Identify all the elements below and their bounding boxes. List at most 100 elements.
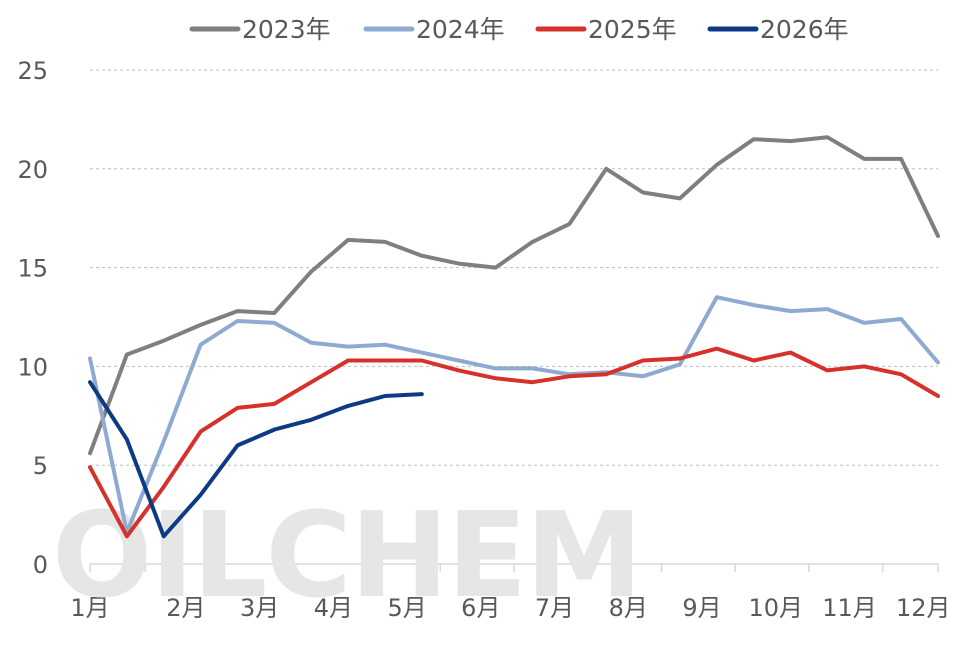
data-point <box>899 157 903 161</box>
data-point <box>494 266 498 270</box>
data-point <box>236 309 239 313</box>
x-tick-label: 11月 <box>822 594 877 622</box>
data-point <box>199 493 203 497</box>
data-point <box>604 372 608 376</box>
data-point <box>272 402 276 406</box>
data-point <box>346 238 350 242</box>
data-point <box>678 196 682 200</box>
data-point <box>752 359 756 362</box>
data-point <box>88 465 92 469</box>
x-tick-label: 7月 <box>535 594 574 622</box>
watermark-logo: OILCHEM <box>52 486 641 624</box>
data-point <box>899 317 903 321</box>
x-tick-label: 4月 <box>314 594 353 622</box>
data-point <box>715 163 719 167</box>
data-point <box>383 359 387 362</box>
data-point <box>309 380 313 384</box>
data-point <box>825 368 829 372</box>
data-point <box>936 394 940 398</box>
x-tick-label: 3月 <box>240 594 279 622</box>
x-tick-label: 1月 <box>70 594 109 622</box>
x-tick-label: 5月 <box>387 594 426 622</box>
data-point <box>346 345 350 349</box>
data-point <box>862 321 866 325</box>
data-point <box>494 366 498 370</box>
data-point <box>88 357 92 360</box>
x-tick-label: 2月 <box>166 594 205 622</box>
legend-entry: 2023年 <box>242 15 331 44</box>
series-line-2024年 <box>88 295 940 535</box>
data-point <box>383 240 387 244</box>
gridlines <box>90 69 938 466</box>
data-point <box>457 359 461 362</box>
data-point <box>899 372 903 376</box>
data-point <box>678 357 682 360</box>
x-tick-label: 10月 <box>749 594 804 622</box>
data-point <box>199 323 203 327</box>
data-point <box>862 364 866 368</box>
data-point <box>272 321 276 325</box>
data-point <box>383 394 387 398</box>
data-point <box>457 368 461 372</box>
data-point <box>236 319 239 323</box>
series-line-2026年 <box>88 380 424 539</box>
series-lines <box>88 135 940 539</box>
data-point <box>383 343 387 347</box>
data-point <box>272 428 276 432</box>
data-point <box>862 157 866 161</box>
data-point <box>789 351 792 355</box>
data-point <box>162 485 166 489</box>
legend-entry: 2025年 <box>588 15 677 44</box>
axes: 0 5 10 15 20 25 1月 2月 3月 4月 5月 6月 7月 8月 9月 10月 11月 12月 <box>17 57 950 622</box>
y-tick-label: 0 <box>33 551 48 579</box>
data-point <box>567 374 571 378</box>
data-point <box>346 404 350 408</box>
data-point <box>125 438 129 441</box>
data-point <box>420 392 424 396</box>
data-point <box>752 303 756 307</box>
data-point <box>936 360 940 364</box>
data-point <box>825 307 829 311</box>
data-point <box>199 343 203 347</box>
data-point <box>420 254 424 258</box>
data-point <box>199 430 203 434</box>
y-tick-label: 10 <box>17 353 48 381</box>
data-point <box>309 341 313 345</box>
y-tick-label: 25 <box>17 57 48 85</box>
data-point <box>88 451 92 455</box>
data-point <box>309 418 313 422</box>
data-point <box>530 240 534 244</box>
data-point <box>236 443 239 447</box>
data-point <box>162 339 166 343</box>
y-tick-label: 15 <box>17 255 48 283</box>
data-point <box>641 191 645 194</box>
data-point <box>825 135 829 139</box>
data-point <box>936 234 940 238</box>
series-line-2025年 <box>88 346 940 539</box>
data-point <box>530 380 534 384</box>
x-tick-label: 9月 <box>682 594 721 622</box>
data-point <box>641 374 645 378</box>
data-point <box>678 362 682 366</box>
data-point <box>752 137 756 141</box>
data-point <box>457 262 461 266</box>
data-point <box>272 311 276 315</box>
data-point <box>641 359 645 362</box>
data-point <box>346 359 350 362</box>
data-point <box>309 270 313 274</box>
x-tick-label: 6月 <box>461 594 500 622</box>
y-tick-label: 5 <box>33 452 48 480</box>
data-point <box>125 534 129 538</box>
data-point <box>604 167 608 171</box>
data-point <box>530 366 534 370</box>
data-point <box>715 347 719 351</box>
y-tick-label: 20 <box>17 156 48 184</box>
data-point <box>494 376 498 380</box>
legend: 2023年 2024年 2025年 2026年 <box>189 15 849 44</box>
data-point <box>125 353 129 356</box>
data-point <box>567 222 571 226</box>
x-tick-label: 12月 <box>896 594 951 622</box>
legend-entry: 2024年 <box>416 15 505 44</box>
